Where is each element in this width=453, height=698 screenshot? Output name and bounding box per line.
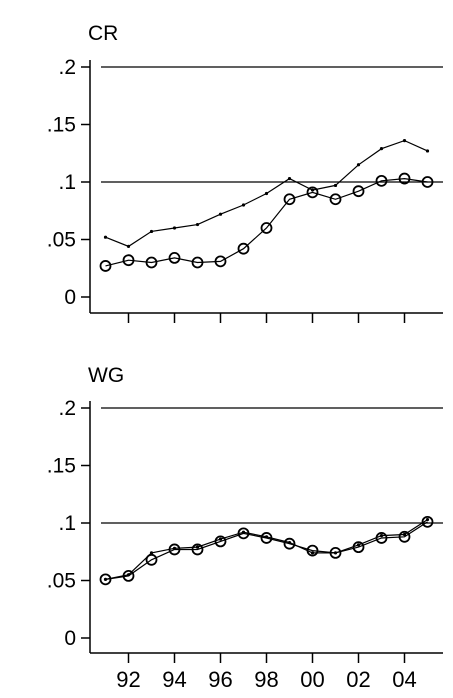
data-point-dot bbox=[149, 229, 154, 234]
data-point-circle bbox=[237, 527, 250, 540]
y-tick-label: .15 bbox=[47, 455, 76, 478]
data-point-dot bbox=[425, 149, 430, 153]
data-point-circle bbox=[99, 573, 112, 586]
data-point-dot bbox=[264, 191, 269, 196]
data-point-circle bbox=[260, 222, 273, 234]
data-point-circle bbox=[306, 186, 319, 199]
x-tick-label: 92 bbox=[116, 667, 140, 692]
series-line bbox=[105, 177, 428, 267]
y-tick-label: .1 bbox=[58, 512, 76, 535]
data-point-circle bbox=[329, 193, 342, 206]
y-tick-label: .1 bbox=[58, 171, 76, 194]
data-point-circle bbox=[352, 541, 365, 554]
data-point-dot bbox=[218, 537, 223, 541]
data-point-circle bbox=[214, 535, 227, 548]
data-point-dot bbox=[195, 222, 200, 227]
data-point-circle bbox=[352, 185, 365, 198]
data-point-dot bbox=[287, 176, 292, 181]
data-point-circle bbox=[260, 532, 273, 544]
data-point-circle bbox=[283, 193, 296, 206]
data-point-circle bbox=[122, 570, 135, 582]
series-line bbox=[105, 521, 428, 580]
data-point-circle bbox=[398, 172, 411, 185]
data-point-dot bbox=[103, 235, 108, 239]
data-point-circle bbox=[145, 553, 158, 566]
data-point-circle bbox=[191, 256, 204, 269]
data-point-dot bbox=[172, 226, 177, 230]
data-point-circle bbox=[237, 242, 250, 255]
data-point-circle bbox=[421, 515, 434, 528]
data-point-dot bbox=[379, 147, 384, 151]
y-tick-label: .2 bbox=[58, 56, 76, 79]
data-point-circle bbox=[375, 532, 388, 544]
data-point-circle bbox=[306, 544, 319, 557]
y-tick-label: .15 bbox=[47, 114, 76, 137]
y-tick-label: 0 bbox=[64, 286, 76, 309]
data-point-circle bbox=[145, 256, 158, 269]
data-point-dot bbox=[149, 551, 154, 555]
data-point-circle bbox=[214, 255, 227, 268]
x-tick-label: 04 bbox=[392, 667, 416, 692]
data-point-dot bbox=[425, 517, 430, 522]
x-tick-label: 96 bbox=[208, 667, 232, 692]
y-tick-label: 0 bbox=[64, 627, 76, 650]
data-point-dot bbox=[195, 545, 200, 549]
data-point-dot bbox=[379, 534, 384, 538]
panel-title: CR bbox=[88, 22, 118, 45]
data-point-dot bbox=[218, 212, 223, 216]
x-tick-label: 00 bbox=[300, 667, 324, 692]
data-point-dot bbox=[356, 163, 361, 167]
data-point-dot bbox=[126, 244, 131, 248]
data-point-circle bbox=[421, 176, 434, 188]
data-point-circle bbox=[191, 543, 204, 556]
data-point-dot bbox=[402, 139, 407, 143]
data-point-dot bbox=[310, 551, 315, 555]
data-point-dot bbox=[333, 183, 338, 188]
data-point-dot bbox=[241, 203, 246, 207]
data-point-dot bbox=[356, 543, 361, 547]
data-point-circle bbox=[99, 260, 112, 272]
x-tick-label: 02 bbox=[346, 667, 370, 692]
panel-title: WG bbox=[88, 364, 124, 387]
data-point-circle bbox=[168, 251, 181, 264]
data-point-circle bbox=[283, 537, 296, 550]
data-point-dot bbox=[310, 188, 315, 192]
y-tick-label: .2 bbox=[58, 397, 76, 420]
y-tick-label: .05 bbox=[47, 570, 76, 593]
data-point-circle bbox=[329, 547, 342, 559]
series-line bbox=[105, 519, 428, 580]
data-point-circle bbox=[168, 543, 181, 556]
data-point-circle bbox=[375, 174, 388, 187]
x-tick-label: 98 bbox=[254, 667, 278, 692]
data-point-circle bbox=[122, 254, 135, 267]
data-point-dot bbox=[402, 532, 407, 537]
x-tick-label: 94 bbox=[162, 667, 186, 692]
data-point-circle bbox=[398, 530, 411, 543]
y-tick-label: .05 bbox=[47, 229, 76, 252]
